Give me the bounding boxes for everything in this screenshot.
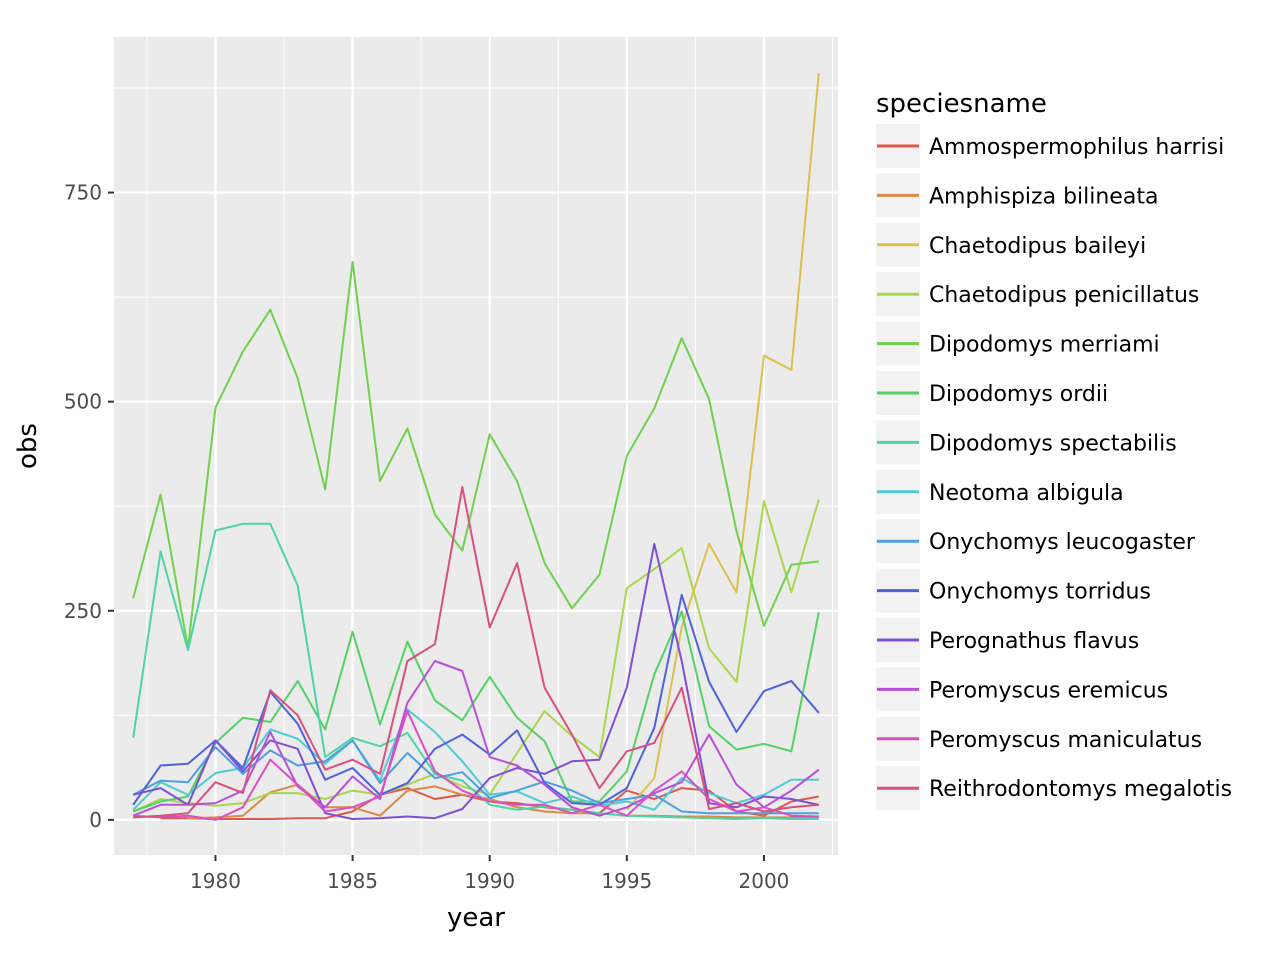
legend-title: speciesname [876, 89, 1047, 119]
legend-label: Ammospermophilus harrisi [929, 135, 1224, 160]
series-line [132, 542, 820, 820]
legend-label: Dipodomys spectabilis [929, 431, 1177, 456]
x-axis-title: year [447, 903, 505, 933]
legend-label: Dipodomys ordii [929, 382, 1108, 407]
series-line [132, 660, 820, 817]
series-line [626, 72, 820, 811]
y-axis-title: obs [13, 423, 43, 469]
x-tick-label: 2000 [739, 869, 790, 893]
legend-label: Amphispiza bilineata [929, 184, 1158, 209]
legend-label: Onychomys torridus [929, 580, 1151, 605]
legend: speciesname Ammospermophilus harrisi Amph… [876, 89, 1232, 811]
series-line [133, 710, 819, 821]
series-line [132, 610, 820, 813]
series-line [132, 593, 820, 806]
x-tick-label: 1985 [327, 869, 378, 893]
y-tick-label: 0 [89, 808, 102, 832]
legend-label: Peromyscus maniculatus [929, 728, 1202, 753]
x-tick-label: 1990 [464, 869, 515, 893]
legend-items: Ammospermophilus harrisi Amphispiza bilin… [876, 124, 1232, 811]
y-tick-label: 500 [64, 390, 102, 414]
legend-label: Perognathus flavus [929, 629, 1139, 654]
minor-gridlines [114, 37, 838, 855]
legend-label: Onychomys leucogaster [929, 530, 1196, 555]
major-gridlines [114, 37, 838, 855]
series-line [132, 499, 820, 813]
series-line [132, 261, 819, 650]
y-tick-label: 750 [64, 181, 102, 205]
legend-label: Chaetodipus penicillatus [929, 283, 1199, 308]
series-line [132, 739, 819, 815]
x-axis: 1980 1985 1990 1995 2000 [190, 855, 789, 893]
legend-label: Chaetodipus baileyi [929, 234, 1146, 259]
legend-label: Peromyscus eremicus [929, 678, 1168, 703]
y-axis: 0 250 500 750 [64, 181, 114, 832]
x-tick-label: 1980 [190, 869, 241, 893]
legend-label: Dipodomys merriami [929, 333, 1160, 358]
series-lines [132, 72, 820, 821]
y-tick-label: 250 [64, 599, 102, 623]
legend-label: Reithrodontomys megalotis [929, 777, 1232, 802]
x-tick-label: 1995 [601, 869, 652, 893]
legend-label: Neotoma albigula [929, 481, 1124, 506]
series-line [133, 486, 819, 819]
plot-panel [114, 37, 838, 855]
